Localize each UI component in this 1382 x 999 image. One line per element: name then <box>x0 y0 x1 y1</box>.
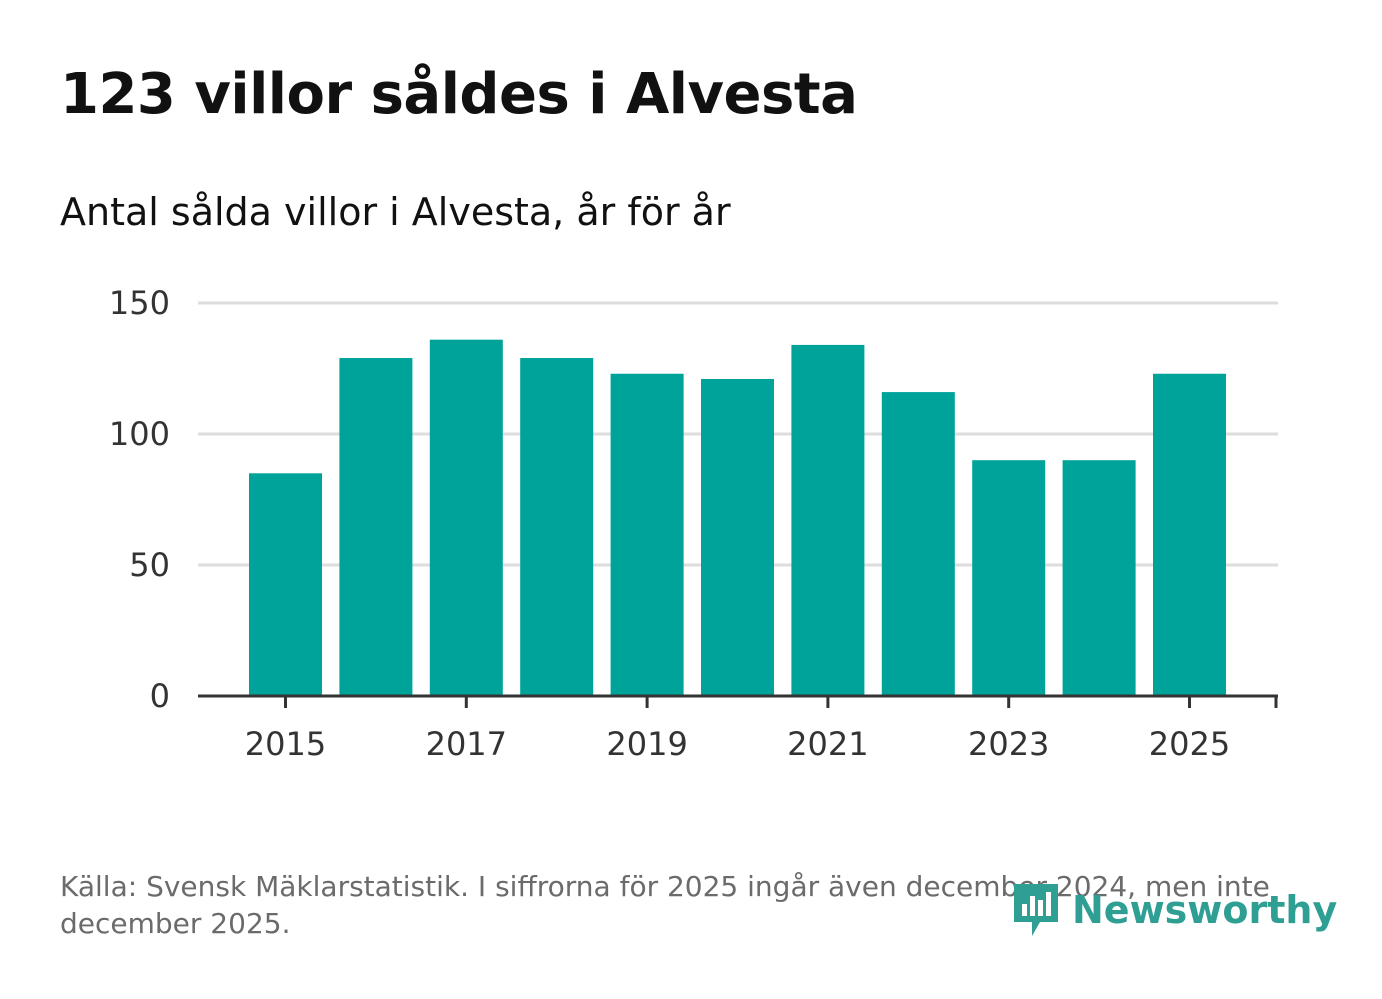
bar-2015 <box>249 473 322 696</box>
bars <box>249 339 1226 696</box>
bar-2024 <box>1062 460 1136 696</box>
bar-2017 <box>429 339 503 696</box>
y-tick-label: 100 <box>109 415 170 453</box>
x-tick-label: 2017 <box>426 725 507 763</box>
brand-logo: Newsworthy <box>1010 880 1337 940</box>
x-tick-label: 2019 <box>606 725 687 763</box>
chart-subtitle: Antal sålda villor i Alvesta, år för år <box>60 190 731 234</box>
bar-2025 <box>1153 373 1226 696</box>
newsworthy-logo-icon <box>1014 884 1058 936</box>
x-tick-label: 2025 <box>1149 725 1230 763</box>
bar-2018 <box>520 358 594 696</box>
bar-2023 <box>972 460 1046 696</box>
source-note: Källa: Svensk Mäklarstatistik. I siffror… <box>60 870 1270 940</box>
x-tick-label: 2015 <box>245 725 326 763</box>
bar-2019 <box>610 373 684 696</box>
x-tick-label: 2021 <box>787 725 868 763</box>
bar-2022 <box>881 392 955 696</box>
bar-2021 <box>791 344 865 696</box>
x-tick-label: 2023 <box>968 725 1049 763</box>
y-tick-label: 50 <box>129 546 170 584</box>
y-tick-label: 0 <box>150 677 170 715</box>
brand-name: Newsworthy <box>1072 888 1338 932</box>
axes: 0 50 100 150 2015 2017 2019 2021 2023 2025 <box>109 284 1278 763</box>
bar-2020 <box>701 378 774 696</box>
y-tick-label: 150 <box>109 284 170 322</box>
bar-2016 <box>339 358 413 696</box>
chart-title: 123 villor såldes i Alvesta <box>60 62 858 127</box>
